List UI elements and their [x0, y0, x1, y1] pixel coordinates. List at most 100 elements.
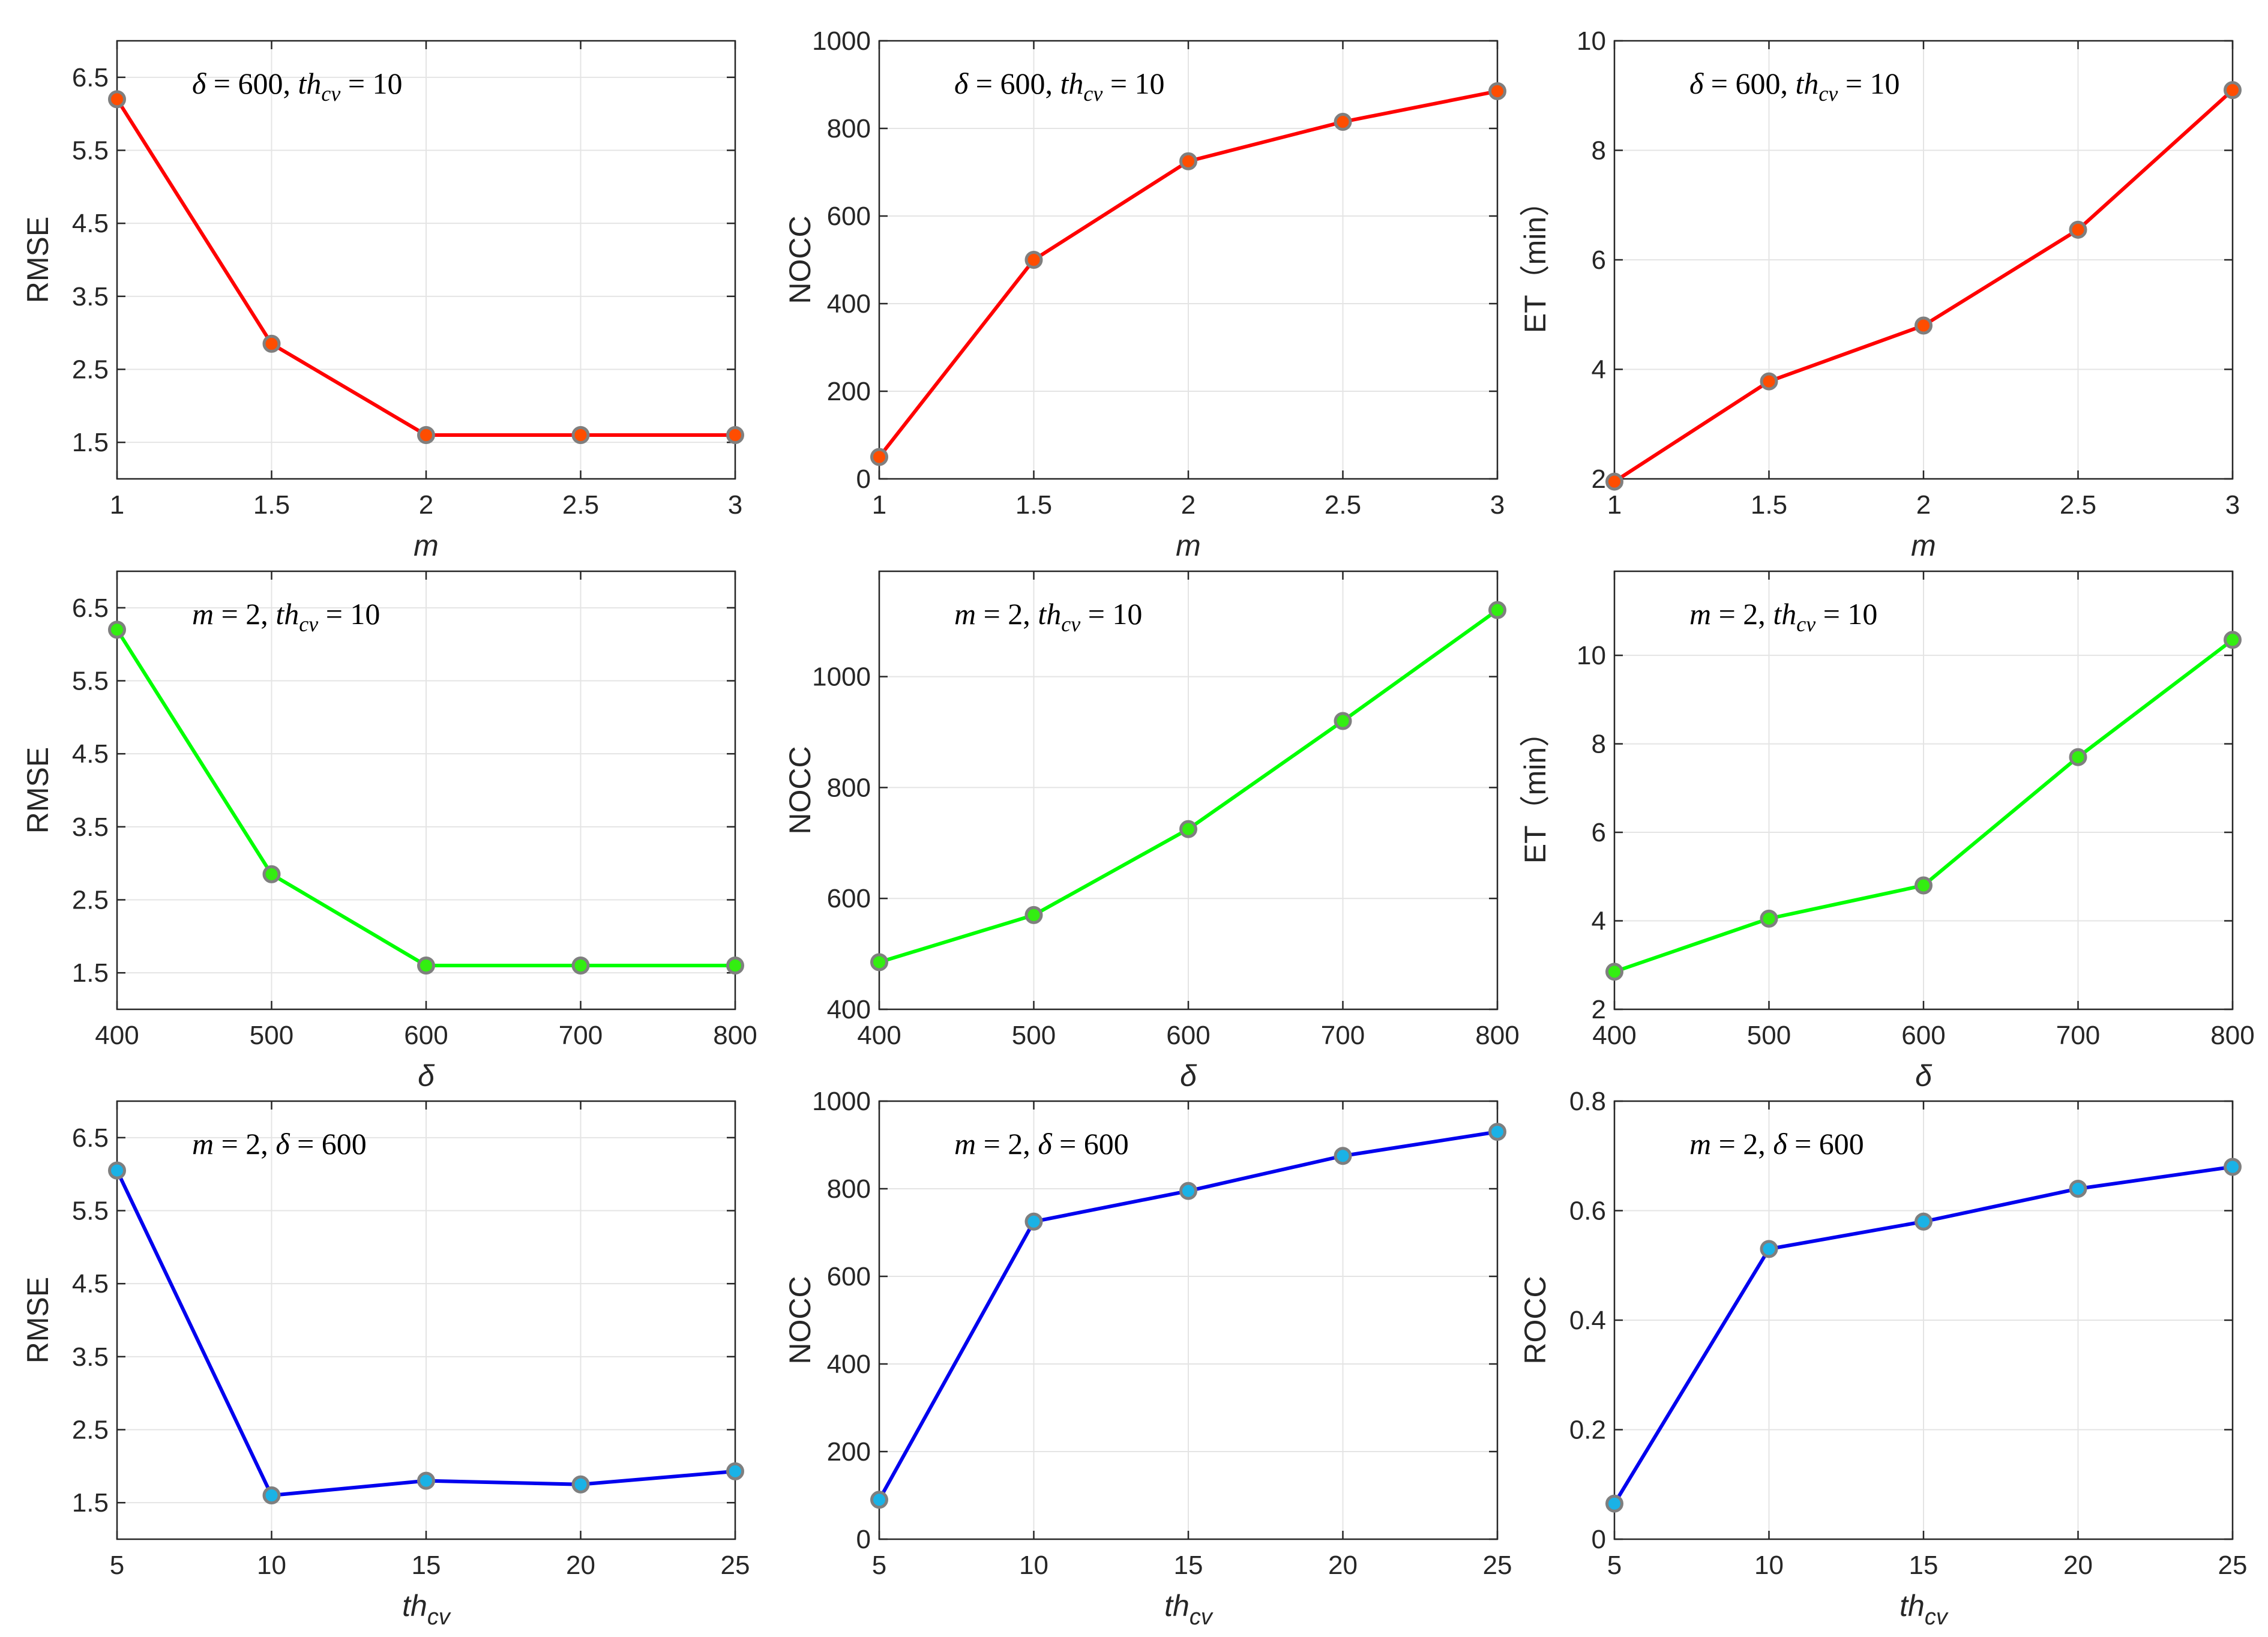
y-tick-label: 1000	[812, 1087, 871, 1116]
data-point	[1760, 1240, 1778, 1258]
y-tick-label: 6.5	[72, 63, 109, 92]
y-tick-label: 0	[1592, 1525, 1606, 1554]
x-tick-label: 2	[419, 490, 433, 520]
y-tick-label: 4.5	[72, 739, 109, 769]
data-point	[1915, 316, 1933, 335]
x-tick-label: 20	[1328, 1551, 1358, 1580]
y-tick-label: 400	[827, 995, 871, 1024]
parameter-annotation: δ = 600, thcv = 10	[192, 67, 403, 106]
parameter-annotation: δ = 600, thcv = 10	[954, 67, 1165, 106]
y-tick-label: 200	[827, 377, 871, 406]
x-axis-label-main: th	[402, 1589, 427, 1623]
x-axis-label: δ	[1180, 1059, 1197, 1093]
x-tick-label: 1.5	[1015, 490, 1052, 520]
data-point	[262, 334, 281, 353]
data-point	[417, 1471, 435, 1490]
data-point	[870, 953, 888, 972]
data-point	[1334, 113, 1352, 131]
annotation-symbol: th	[1060, 67, 1083, 100]
annotation-value: = 2,	[214, 1127, 275, 1161]
x-tick-label: 600	[1166, 1021, 1210, 1050]
x-tick-label: 2.5	[1325, 490, 1361, 520]
data-point	[2224, 1158, 2242, 1176]
axes-frame	[1613, 570, 2234, 1011]
y-tick-label: 1000	[812, 662, 871, 692]
y-tick-label: 3.5	[72, 282, 109, 311]
annotation-value: = 10	[340, 67, 402, 100]
data-point	[1334, 712, 1352, 730]
parameter-annotation: m = 2, δ = 600	[954, 1127, 1129, 1161]
x-axis-label-main: δ	[1180, 1059, 1197, 1093]
axes-frame	[878, 40, 1499, 480]
annotation-value: = 600	[290, 1127, 367, 1161]
chart-panel-p33: 5 10 15 20 25 0 0.2 0.4 0.6 0.8 ROCC thcv m = 2, δ =…	[1518, 1087, 2247, 1630]
y-tick-label: 3.5	[72, 1342, 109, 1372]
x-axis-label: thcv	[402, 1589, 451, 1630]
annotation-value: = 2,	[1711, 597, 1773, 631]
data-point	[2069, 220, 2087, 239]
x-axis-label: m	[414, 529, 439, 562]
data-point	[571, 1475, 590, 1494]
y-tick-label: 1000	[812, 26, 871, 56]
x-axis-label-subscript: cv	[1190, 1605, 1214, 1630]
x-tick-label: 1	[872, 490, 886, 520]
annotation-value: = 600,	[1703, 67, 1795, 100]
annotation-symbol: δ	[954, 67, 969, 100]
annotation-value: = 600	[1052, 1127, 1129, 1161]
x-axis-label-main: m	[1176, 529, 1201, 562]
annotation-value: = 2,	[976, 1127, 1038, 1161]
y-tick-label: 800	[827, 773, 871, 802]
data-point	[726, 1462, 744, 1480]
axes-frame	[116, 570, 736, 1011]
y-tick-label: 600	[827, 1262, 871, 1291]
x-tick-label: 800	[713, 1021, 757, 1050]
chart-panel-p32: 5 10 15 20 25 0 200 400 600 800 1000 NOCC thcv m = 2,…	[783, 1087, 1512, 1630]
y-tick-label: 0.8	[1569, 1087, 1606, 1116]
x-tick-label: 700	[2056, 1021, 2100, 1050]
annotation-symbol: th	[1038, 597, 1061, 631]
data-point	[1179, 820, 1197, 838]
data-point	[417, 426, 435, 444]
data-point	[1024, 1212, 1043, 1231]
x-tick-label: 15	[1174, 1551, 1203, 1580]
chart-panel-p11: 1 1.5 2 2.5 3 1.5 2.5 3.5 4.5 5.5 6.5 RMSE m δ = 600,…	[21, 40, 744, 562]
y-tick-label: 5.5	[72, 1197, 109, 1226]
x-tick-label: 1.5	[253, 490, 290, 520]
y-axis-label: NOCC	[783, 746, 817, 834]
y-tick-label: 2	[1592, 995, 1606, 1024]
y-axis-label: NOCC	[783, 1276, 817, 1364]
y-axis-label: ROCC	[1518, 1276, 1552, 1364]
parameter-annotation: m = 2, thcv = 10	[192, 597, 380, 636]
y-tick-label: 800	[827, 114, 871, 143]
data-point	[1760, 909, 1778, 928]
data-point	[1605, 963, 1623, 981]
data-point	[1605, 472, 1623, 491]
x-tick-label: 600	[404, 1021, 448, 1050]
data-point	[1179, 152, 1197, 170]
axes-frame	[878, 570, 1499, 1011]
axes-frame	[1613, 40, 2234, 480]
annotation-symbol: δ	[1689, 67, 1704, 100]
data-point	[1605, 1494, 1623, 1513]
annotation-symbol: m	[1689, 597, 1711, 631]
axes-frame	[116, 1100, 736, 1540]
y-tick-label: 0.2	[1569, 1416, 1606, 1445]
axes-frame	[878, 1100, 1499, 1540]
y-tick-label: 3.5	[72, 812, 109, 842]
y-tick-label: 200	[827, 1437, 871, 1467]
data-point	[870, 448, 888, 466]
x-axis-label: δ	[1915, 1059, 1933, 1093]
annotation-value: = 10	[318, 597, 380, 631]
annotation-subscript: cv	[1796, 612, 1815, 636]
data-point	[1488, 82, 1506, 100]
x-tick-label: 3	[2225, 490, 2240, 520]
data-point	[2069, 1180, 2087, 1198]
annotation-symbol: m	[192, 1127, 214, 1161]
annotation-symbol: m	[954, 1127, 976, 1161]
x-tick-label: 25	[721, 1551, 750, 1580]
data-point	[2224, 81, 2242, 100]
y-tick-label: 10	[1577, 26, 1606, 56]
y-axis-label: RMSE	[21, 217, 55, 303]
x-tick-label: 400	[95, 1021, 139, 1050]
annotation-value: = 10	[1080, 597, 1142, 631]
